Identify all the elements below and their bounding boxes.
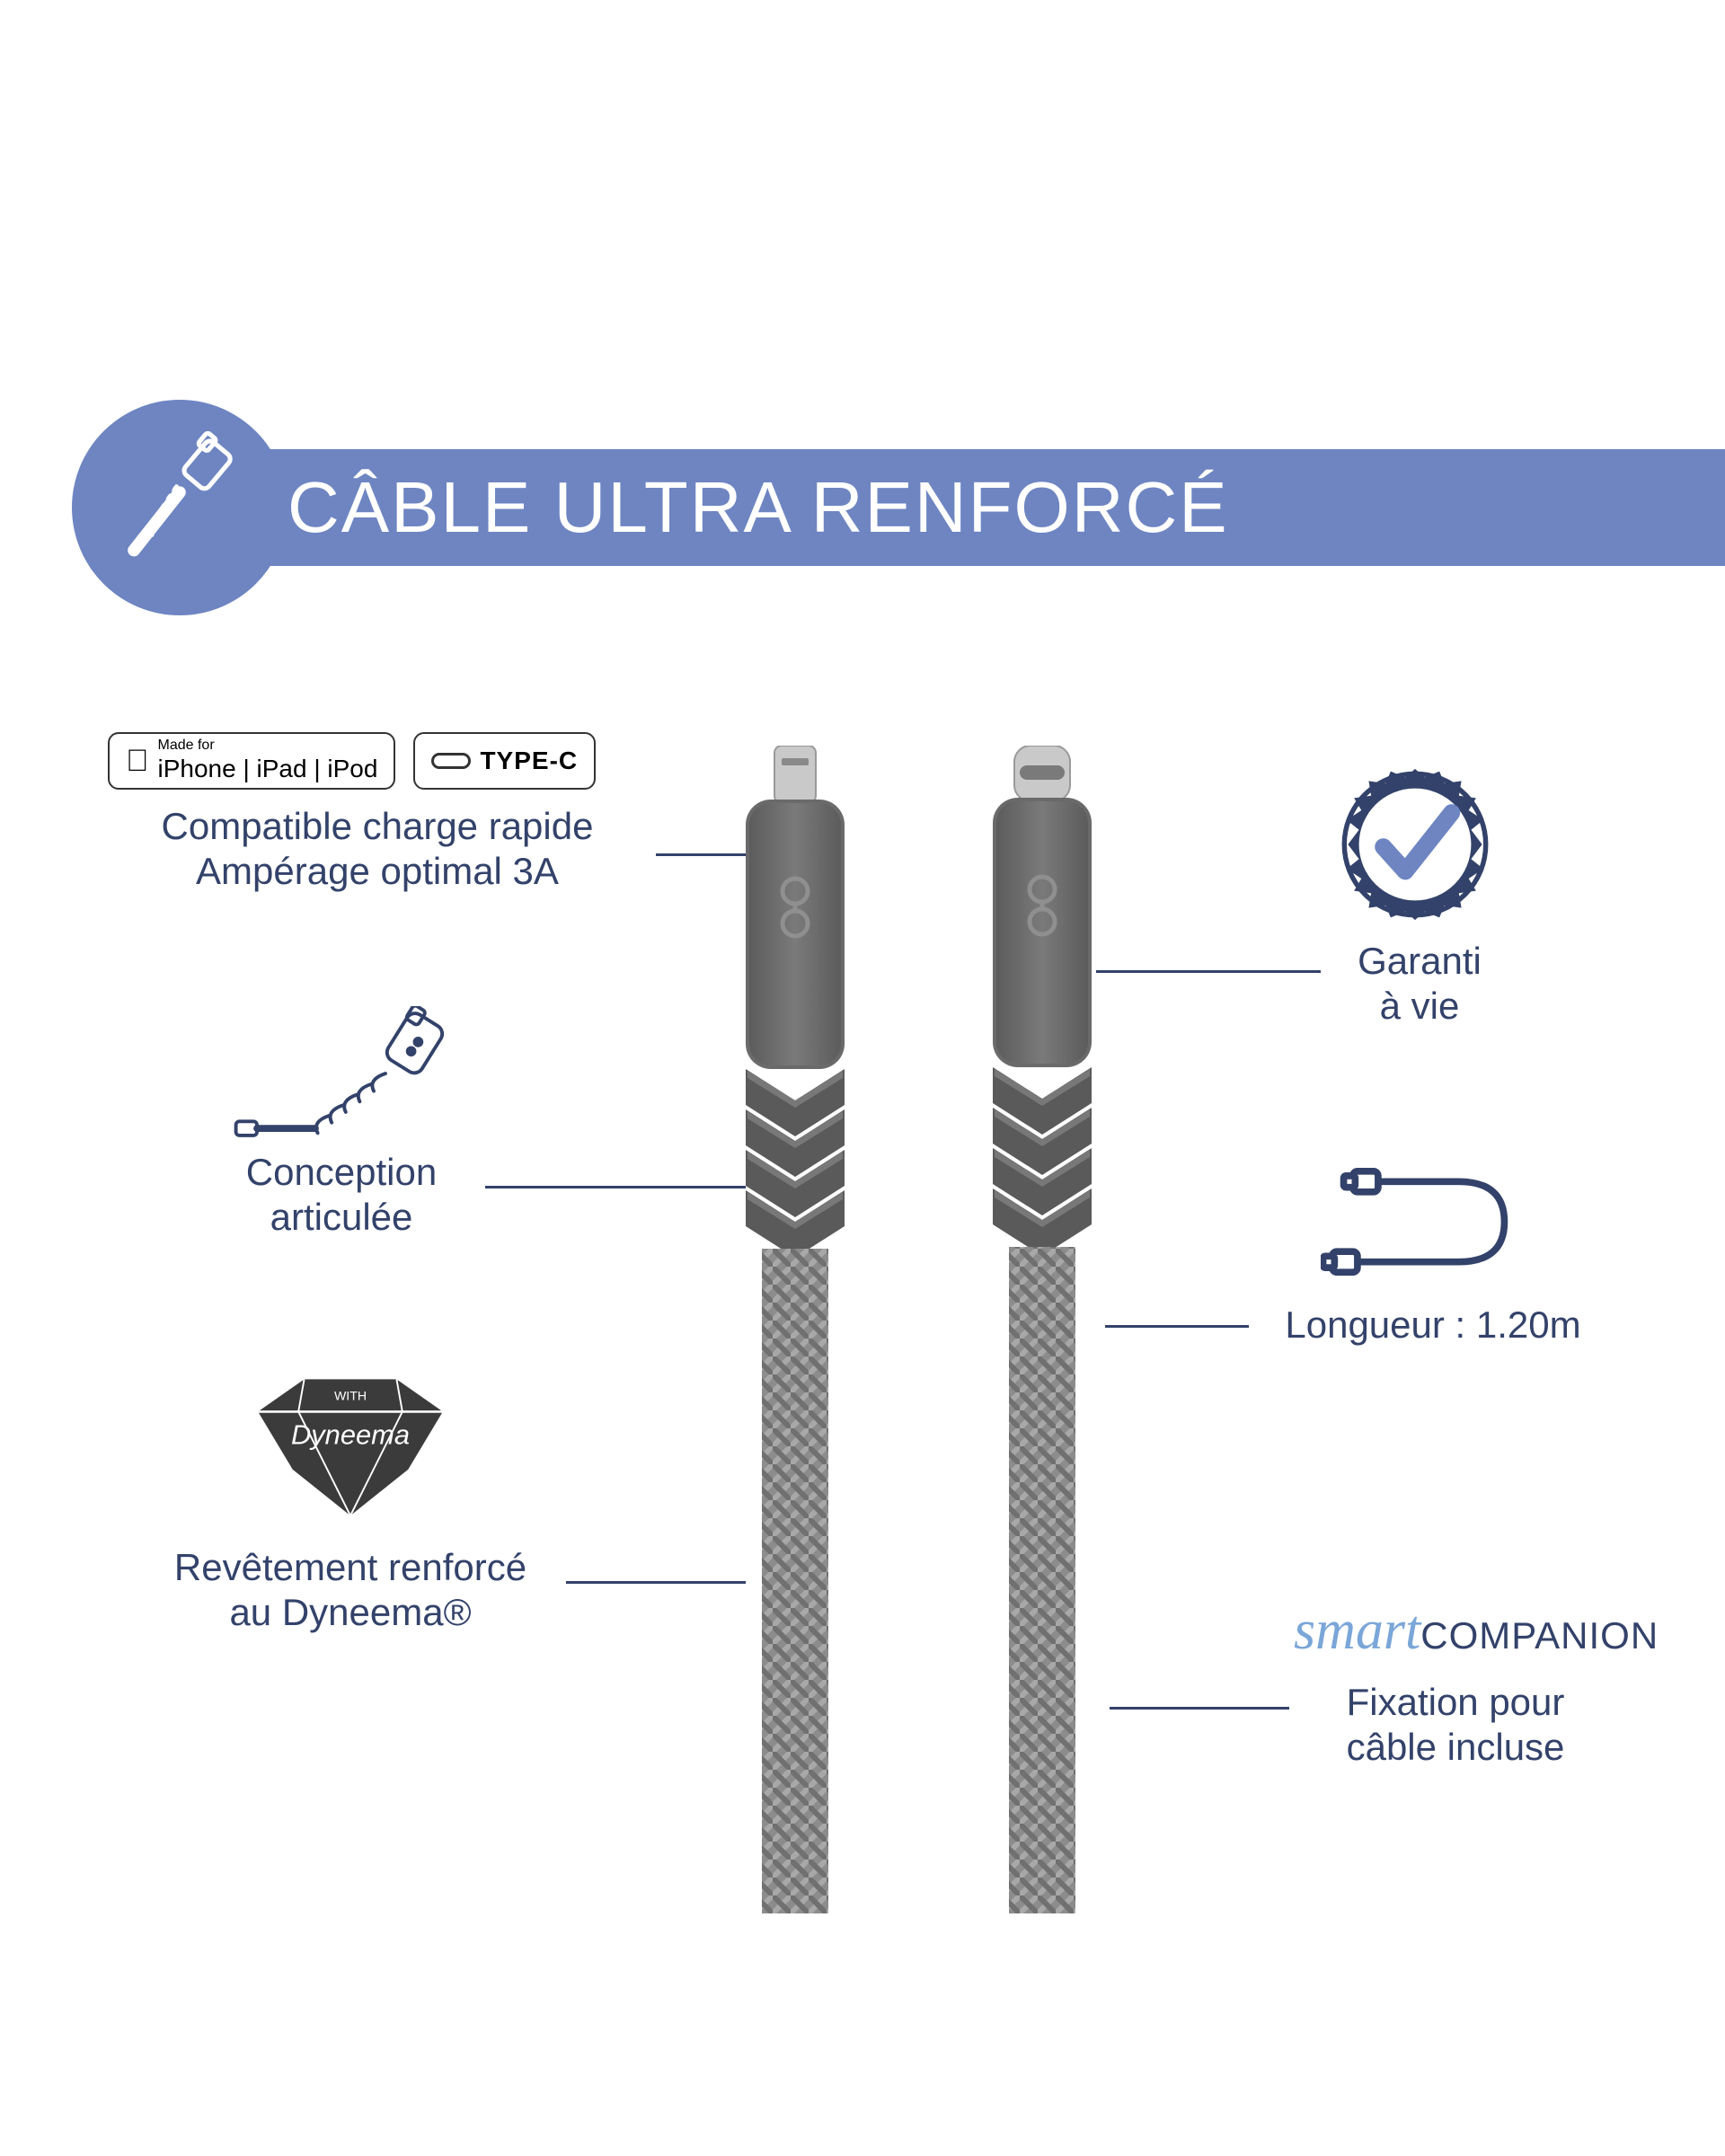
dyneema-line1: Revêtement renforcé	[135, 1545, 566, 1590]
header-circle-icon	[72, 400, 288, 615]
companion-word: COMPANION	[1420, 1614, 1659, 1657]
feature-companion: Fixation pour câble incluse	[1294, 1680, 1617, 1771]
cable-usbc	[966, 746, 1119, 1918]
mfi-badge:  Made for iPhone | iPad | iPod	[108, 732, 395, 790]
header-title: CÂBLE ULTRA RENFORCÉ	[288, 466, 1229, 549]
leader-length	[1105, 1325, 1249, 1328]
leader-articulated	[485, 1186, 746, 1188]
compatibility-badges:  Made for iPhone | iPad | iPod TYPE-C	[108, 732, 596, 790]
typec-connector-icon	[431, 753, 471, 769]
fast-charge-line2: Ampérage optimal 3A	[99, 849, 656, 894]
typec-badge: TYPE-C	[413, 732, 596, 790]
length-line1: Longueur : 1.20m	[1253, 1303, 1613, 1348]
articulated-line1: Conception	[207, 1150, 476, 1195]
warranty-icon	[1330, 759, 1500, 930]
feature-articulated: Conception articulée	[207, 1150, 476, 1241]
leader-companion	[1110, 1707, 1289, 1710]
header-bar: CÂBLE ULTRA RENFORCÉ	[90, 449, 1725, 566]
smart-word: smart	[1294, 1600, 1420, 1661]
dyneema-brand: Dyneema	[291, 1418, 410, 1450]
companion-line2: câble incluse	[1294, 1725, 1617, 1770]
dyneema-line2: au Dyneema®	[135, 1590, 566, 1635]
dyneema-icon: WITH Dyneema	[234, 1365, 467, 1527]
mfi-devices: iPhone | iPad | iPod	[158, 755, 378, 782]
cable-connector-icon	[103, 431, 256, 584]
cable-lightning	[719, 746, 871, 1918]
leader-warranty	[1096, 970, 1321, 973]
dyneema-with: WITH	[334, 1389, 367, 1403]
feature-fast-charge: Compatible charge rapide Ampérage optima…	[99, 804, 656, 895]
typec-label: TYPE-C	[480, 747, 578, 775]
warranty-line1: Garanti	[1330, 939, 1509, 984]
feature-dyneema: Revêtement renforcé au Dyneema®	[135, 1545, 566, 1636]
fast-charge-line1: Compatible charge rapide	[99, 804, 656, 849]
articulated-line2: articulée	[207, 1195, 476, 1240]
apple-icon: 	[126, 744, 149, 779]
smart-companion-brand: smartCOMPANION	[1294, 1599, 1659, 1663]
feature-length: Longueur : 1.20m	[1253, 1303, 1613, 1348]
mfi-madefor: Made for	[158, 738, 378, 753]
feature-warranty: Garanti à vie	[1330, 939, 1509, 1029]
length-icon	[1321, 1150, 1527, 1294]
articulated-icon	[234, 1006, 467, 1141]
infographic-canvas: CÂBLE ULTRA RENFORCÉ  Made for iPhone |…	[0, 0, 1725, 2156]
companion-line1: Fixation pour	[1294, 1680, 1617, 1725]
warranty-line2: à vie	[1330, 984, 1509, 1029]
